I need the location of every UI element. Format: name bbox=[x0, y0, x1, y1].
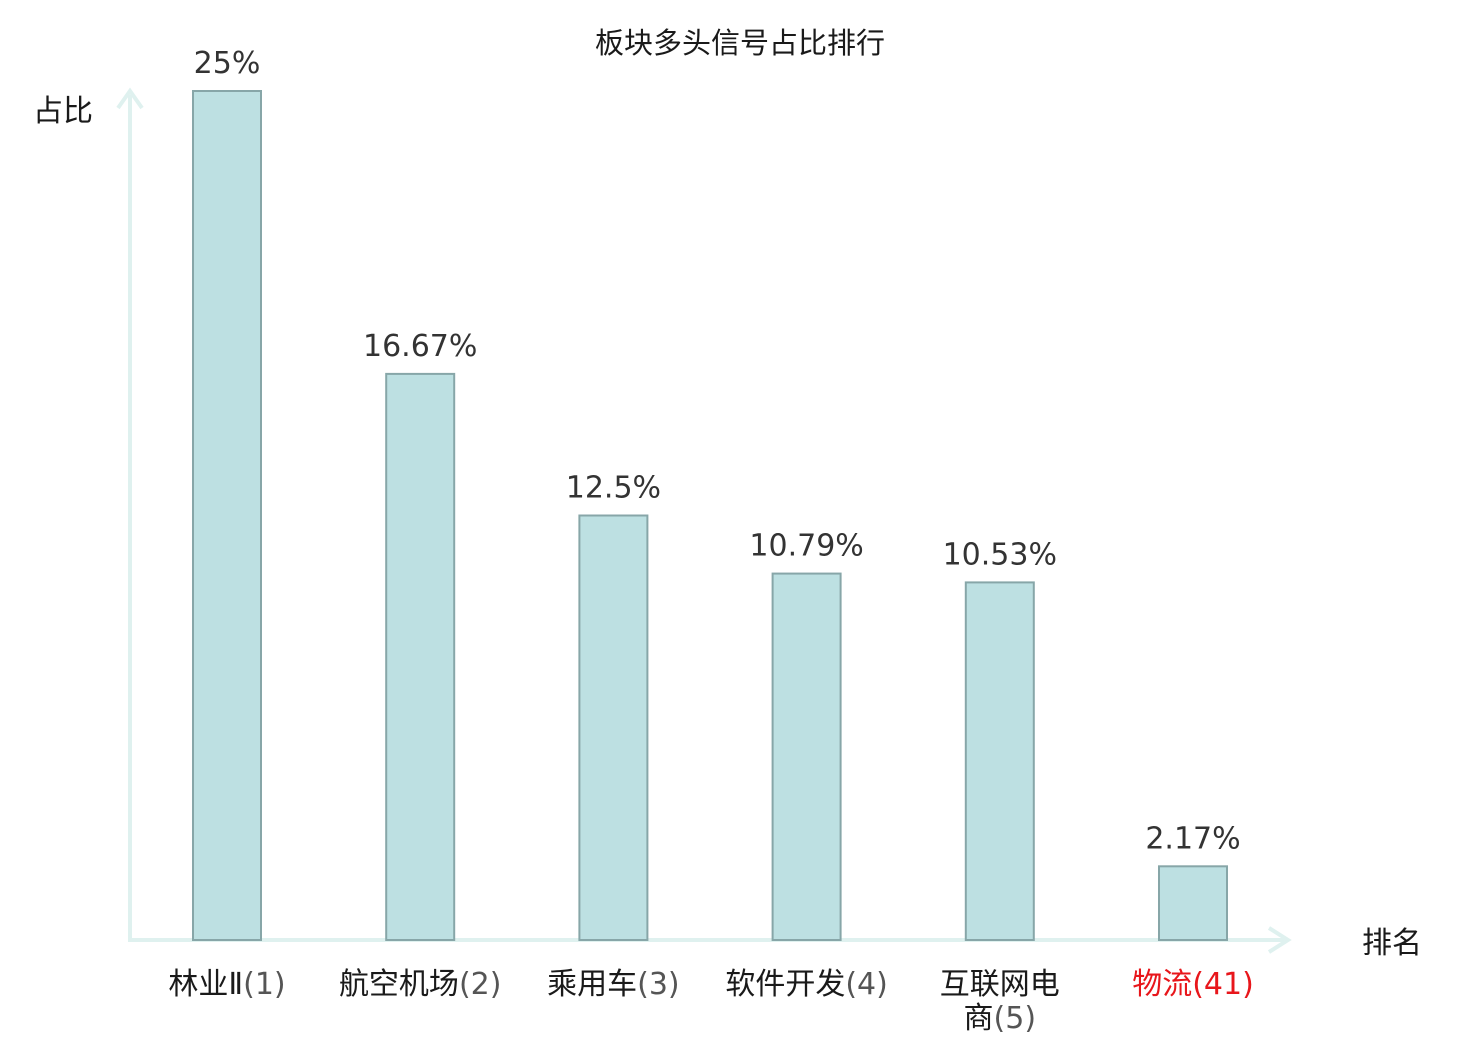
category-rank: (1) bbox=[243, 967, 286, 1002]
bar bbox=[578, 514, 649, 941]
x-axis-arrow bbox=[1267, 926, 1292, 954]
category-name: 互联网电 bbox=[940, 967, 1060, 1002]
category-name: 乘用车 bbox=[547, 967, 637, 1002]
bar-value-label: 10.53% bbox=[943, 537, 1057, 572]
category-name: 物流 bbox=[1132, 967, 1192, 1002]
y-axis-arrow bbox=[116, 87, 144, 110]
bar-value-label: 10.79% bbox=[749, 529, 863, 564]
chart-title: 板块多头信号占比排行 bbox=[595, 26, 885, 60]
bar bbox=[1158, 865, 1228, 942]
bar-value-label: 25% bbox=[194, 46, 261, 81]
category-label: 林业Ⅱ(1) bbox=[168, 967, 285, 1002]
category-name: 商 bbox=[964, 1001, 994, 1036]
bar bbox=[771, 572, 842, 941]
bar bbox=[964, 581, 1035, 941]
category-name: 林业Ⅱ bbox=[168, 967, 243, 1002]
bars-group bbox=[192, 90, 1228, 942]
bar bbox=[385, 372, 456, 942]
category-label: 商(5) bbox=[964, 1001, 1037, 1036]
category-name: 软件开发 bbox=[725, 967, 845, 1002]
category-rank: (3) bbox=[637, 967, 680, 1002]
category-label: 物流(41) bbox=[1132, 967, 1254, 1002]
category-label: 乘用车(3) bbox=[547, 967, 680, 1002]
bar bbox=[192, 90, 262, 941]
category-rank: (5) bbox=[994, 1001, 1037, 1036]
category-label: 航空机场(2) bbox=[339, 967, 502, 1002]
axes bbox=[116, 87, 1292, 954]
category-rank: (41) bbox=[1192, 967, 1254, 1002]
bar-value-label: 2.17% bbox=[1145, 821, 1240, 856]
bar-value-label: 16.67% bbox=[363, 329, 477, 364]
y-axis-label: 占比 bbox=[33, 94, 93, 129]
category-name: 航空机场 bbox=[339, 967, 459, 1002]
x-axis-label: 排名 bbox=[1362, 926, 1422, 961]
category-label: 互联网电 bbox=[940, 967, 1060, 1002]
category-rank: (2) bbox=[459, 967, 502, 1002]
value-labels-group: 25% 16.67% 12.5% 10.79% 10.53% 2.17% bbox=[194, 46, 1241, 856]
category-rank: (4) bbox=[845, 967, 888, 1002]
category-label: 软件开发(4) bbox=[725, 967, 888, 1002]
bar-value-label: 12.5% bbox=[566, 471, 661, 506]
